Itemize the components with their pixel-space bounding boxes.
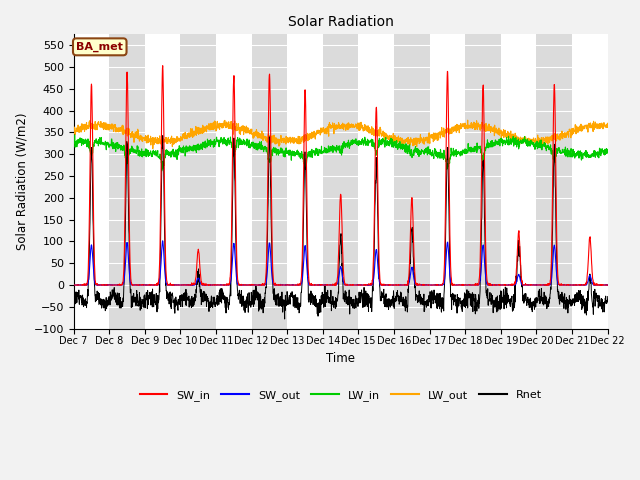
Text: BA_met: BA_met	[76, 42, 123, 52]
Bar	[501, 35, 536, 329]
Bar	[536, 35, 572, 329]
LW_out	[70, 129, 77, 135]
Bar	[74, 35, 109, 329]
LW_out	[356, 120, 364, 126]
Rnet	[356, 294, 364, 300]
Bar	[180, 35, 216, 329]
Rnet	[572, 292, 580, 298]
SW_in	[159, 63, 166, 69]
LW_out	[572, 129, 580, 135]
SW_out	[368, 282, 376, 288]
LW_out	[557, 132, 564, 138]
LW_in	[220, 137, 227, 143]
Rnet	[70, 289, 77, 295]
Legend: SW_in, SW_out, LW_in, LW_out, Rnet: SW_in, SW_out, LW_in, LW_out, Rnet	[135, 386, 546, 406]
LW_in	[71, 132, 79, 138]
LW_in	[572, 151, 580, 156]
X-axis label: Time: Time	[326, 352, 355, 365]
SW_out	[604, 282, 612, 288]
LW_out	[496, 129, 504, 135]
Title: Solar Radiation: Solar Radiation	[288, 15, 394, 29]
Rnet	[604, 294, 612, 300]
SW_out	[220, 282, 227, 288]
LW_out	[604, 124, 612, 130]
Bar	[429, 35, 465, 329]
SW_in	[572, 282, 579, 288]
Bar	[572, 35, 608, 329]
Bar	[394, 35, 429, 329]
SW_out	[356, 282, 364, 288]
LW_in	[70, 141, 77, 146]
SW_in	[604, 282, 612, 288]
SW_out	[557, 282, 564, 288]
LW_in	[496, 140, 504, 146]
LW_in	[604, 146, 612, 152]
Rnet	[219, 289, 227, 295]
SW_in	[496, 282, 504, 288]
Bar	[145, 35, 180, 329]
Bar	[287, 35, 323, 329]
SW_in	[219, 282, 227, 288]
Line: SW_in: SW_in	[74, 66, 608, 285]
Bar	[465, 35, 501, 329]
Line: LW_in: LW_in	[74, 135, 608, 171]
SW_in	[70, 282, 77, 288]
LW_in	[158, 168, 166, 174]
Rnet	[496, 307, 504, 312]
Bar	[323, 35, 358, 329]
LW_in	[557, 151, 564, 156]
Rnet	[368, 304, 376, 310]
Y-axis label: Solar Radiation (W/m2): Solar Radiation (W/m2)	[15, 113, 28, 250]
Rnet	[557, 298, 564, 304]
SW_out	[70, 282, 78, 288]
Bar	[216, 35, 252, 329]
Bar	[109, 35, 145, 329]
SW_in	[368, 281, 376, 287]
SW_out	[159, 238, 166, 244]
SW_out	[70, 282, 77, 288]
Line: Rnet: Rnet	[74, 136, 608, 319]
LW_out	[368, 124, 376, 130]
Rnet	[281, 316, 289, 322]
LW_in	[356, 139, 364, 144]
SW_out	[572, 282, 580, 288]
LW_out	[149, 146, 157, 152]
LW_in	[368, 141, 376, 146]
SW_in	[557, 282, 564, 288]
LW_out	[219, 121, 227, 127]
Rnet	[159, 133, 166, 139]
SW_out	[496, 282, 504, 288]
Line: LW_out: LW_out	[74, 120, 608, 149]
Bar	[252, 35, 287, 329]
SW_in	[356, 282, 364, 288]
Line: SW_out: SW_out	[74, 241, 608, 285]
LW_out	[464, 117, 472, 123]
Bar	[358, 35, 394, 329]
